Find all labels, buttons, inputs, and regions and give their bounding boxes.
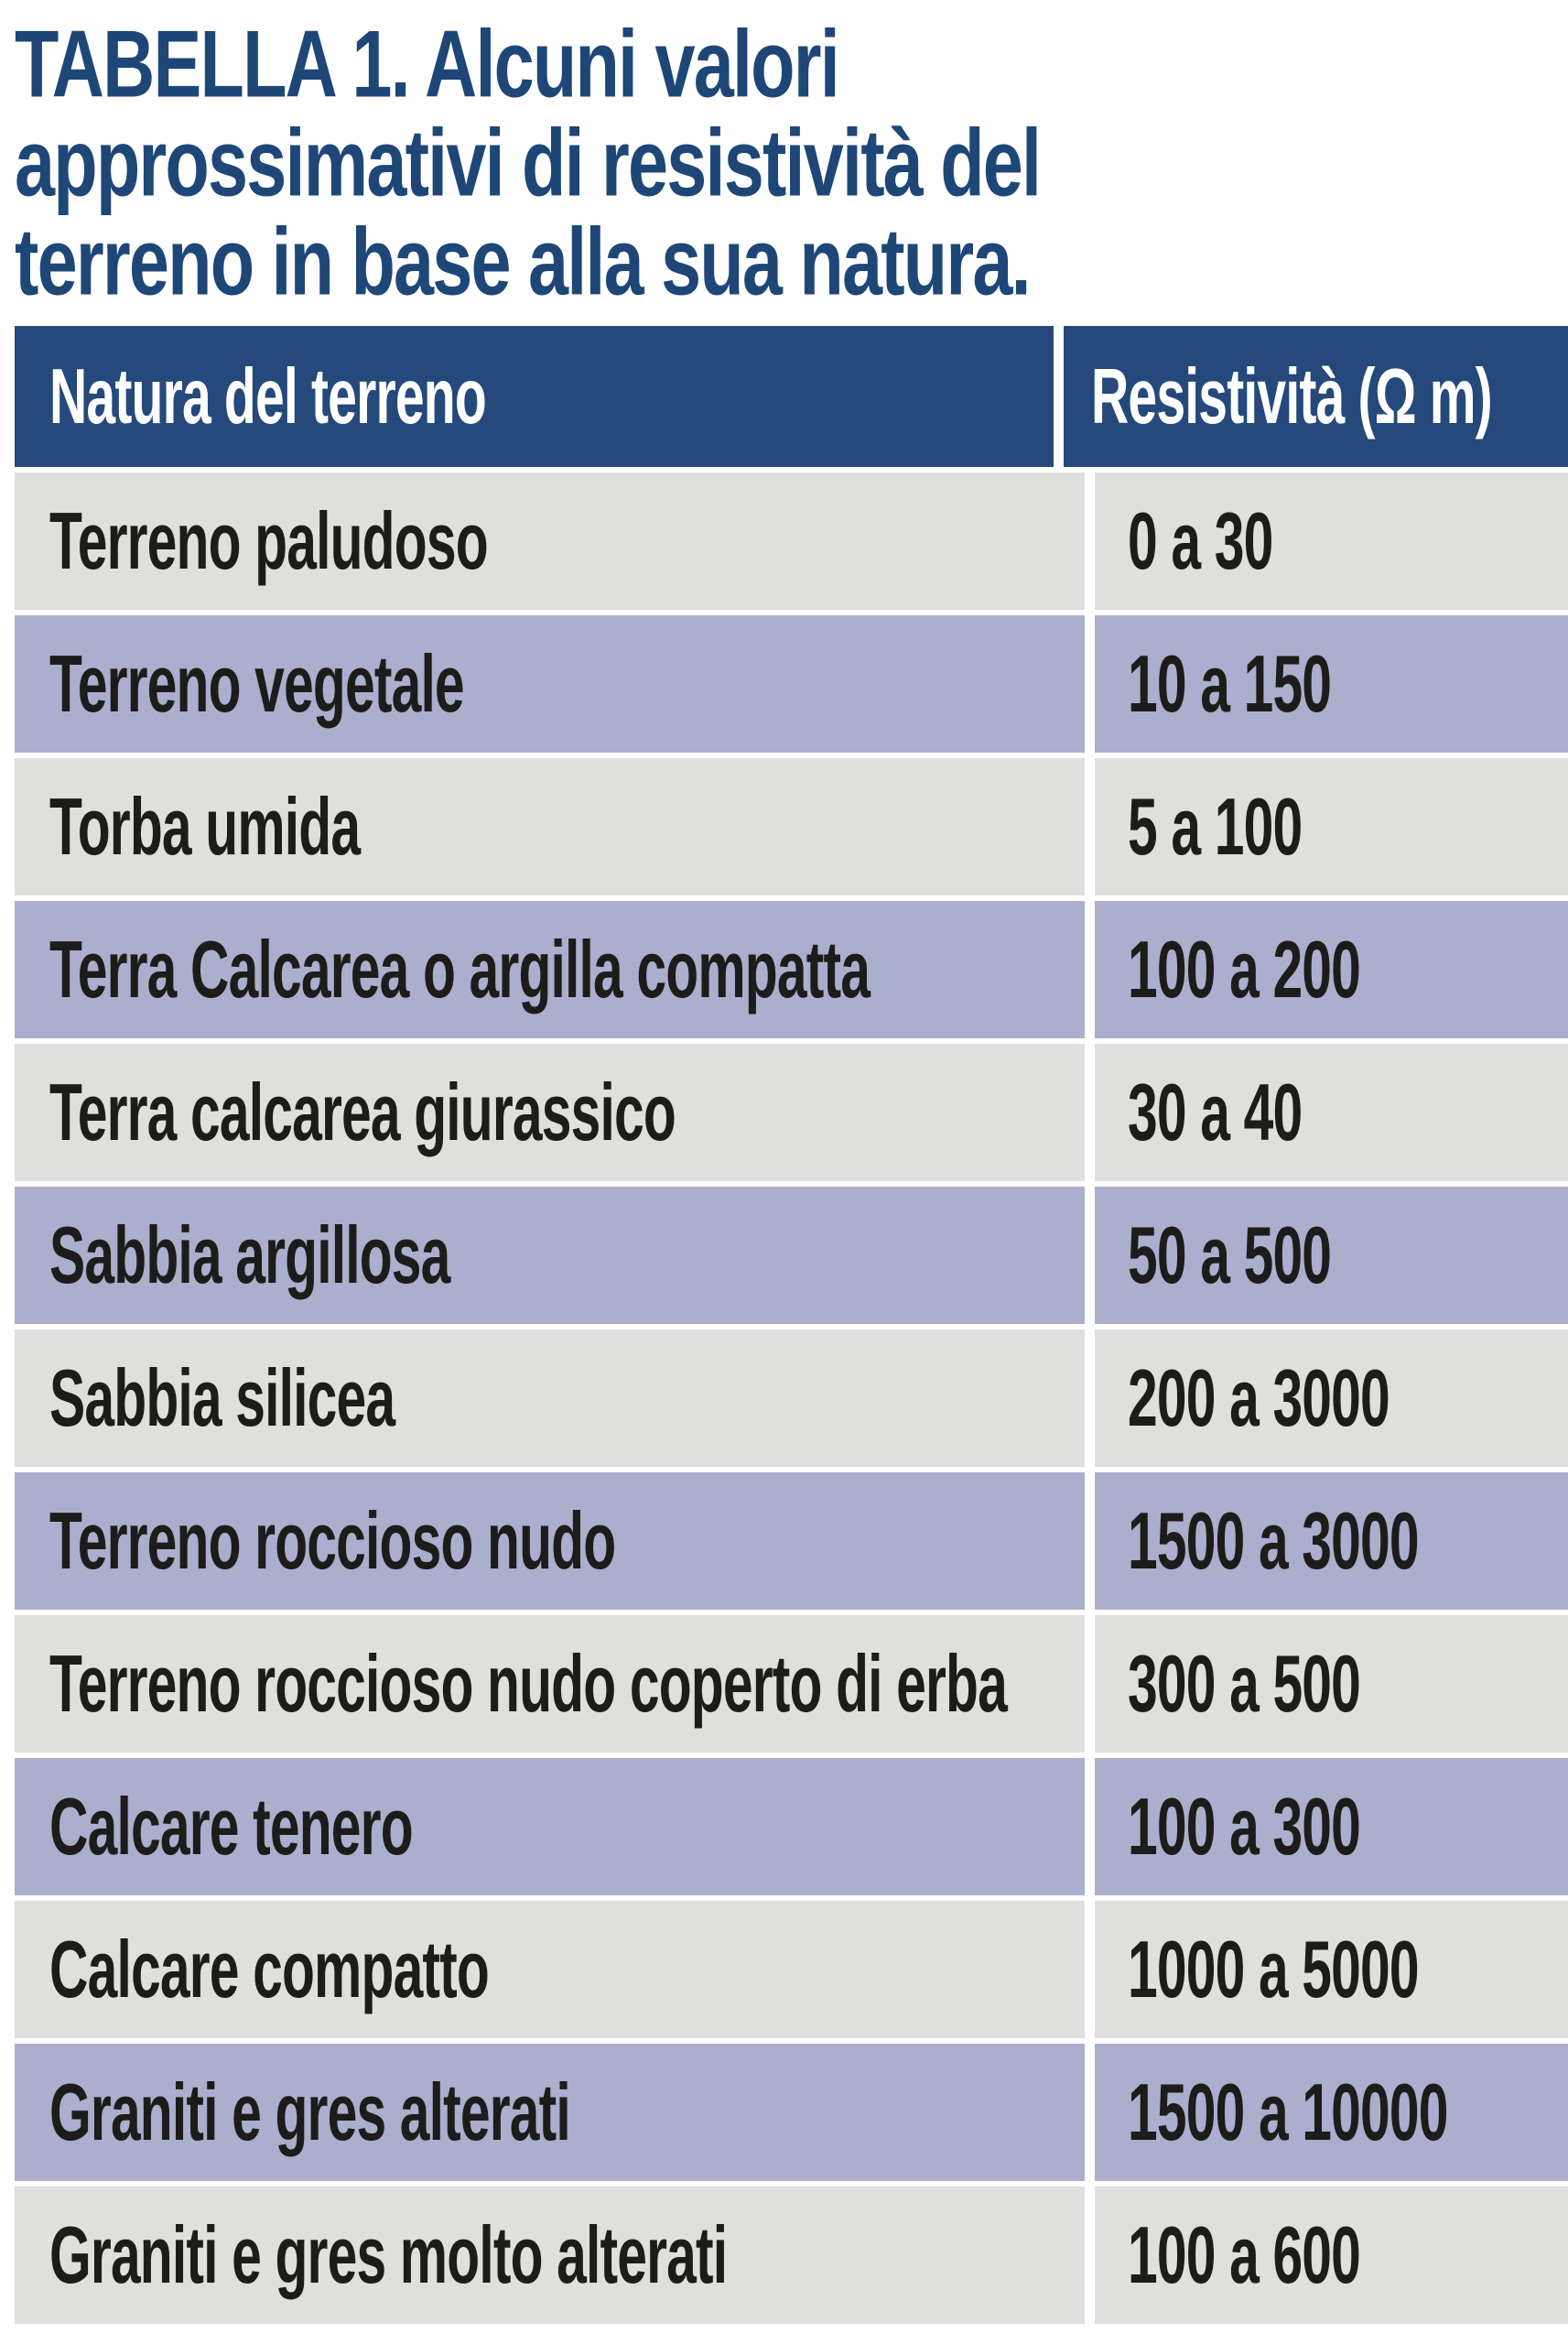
table-row: Graniti e gres alterati 1500 a 10000: [15, 2044, 1568, 2181]
terrain-cell: Graniti e gres molto alterati: [15, 2187, 1085, 2324]
terrain-cell: Calcare compatto: [15, 1901, 1085, 2038]
title-line-3: terreno in base alla sua natura.: [15, 208, 1032, 315]
resistivity-value: 100 a 200: [1128, 924, 1361, 1015]
resistivity-value: 5 a 100: [1128, 781, 1303, 873]
resistivity-value: 0 a 30: [1128, 495, 1273, 587]
table-row: Calcare tenero 100 a 300: [15, 1758, 1568, 1895]
table-row: Terreno roccioso nudo 1500 a 3000: [15, 1472, 1568, 1610]
header-label-natura: Natura del terreno: [49, 353, 487, 440]
resistivity-cell: 50 a 500: [1095, 1187, 1568, 1324]
resistivity-value: 30 a 40: [1128, 1067, 1303, 1158]
table-row: Terreno paludoso 0 a 30: [15, 472, 1568, 610]
header-cell-natura: Natura del terreno: [15, 326, 1054, 467]
table-row: Graniti e gres molto alterati 100 a 600: [15, 2187, 1568, 2324]
resistivity-cell: 1000 a 5000: [1095, 1901, 1568, 2038]
terrain-label: Sabbia argillosa: [49, 1210, 450, 1301]
table-row: Sabbia silicea 200 a 3000: [15, 1329, 1568, 1467]
terrain-cell: Terreno vegetale: [15, 615, 1085, 753]
resistivity-value: 1500 a 10000: [1128, 2067, 1448, 2158]
terrain-cell: Calcare tenero: [15, 1758, 1085, 1895]
resistivity-value: 1500 a 3000: [1128, 1495, 1420, 1587]
terrain-cell: Sabbia silicea: [15, 1329, 1085, 1467]
resistivity-value: 100 a 300: [1128, 1781, 1361, 1872]
terrain-cell: Sabbia argillosa: [15, 1187, 1085, 1324]
terrain-label: Sabbia silicea: [49, 1352, 395, 1444]
title-line-2: approssimativi di resistività del: [15, 109, 1042, 216]
table-row: Sabbia argillosa 50 a 500: [15, 1187, 1568, 1324]
table-row: Terra Calcarea o argilla compatta 100 a …: [15, 901, 1568, 1038]
terrain-label: Terreno vegetale: [49, 638, 465, 730]
table-row: Calcare compatto 1000 a 5000: [15, 1901, 1568, 2038]
resistivity-value: 300 a 500: [1128, 1638, 1361, 1730]
table-row: Torba umida 5 a 100: [15, 758, 1568, 895]
terrain-cell: Terreno paludoso: [15, 472, 1085, 610]
title-line-1: TABELLA 1. Alcuni valori: [15, 10, 840, 117]
resistivity-cell: 200 a 3000: [1095, 1329, 1568, 1467]
resistivity-cell: 10 a 150: [1095, 615, 1568, 753]
terrain-label: Terra Calcarea o argilla compatta: [49, 924, 871, 1015]
resistivity-cell: 1500 a 3000: [1095, 1472, 1568, 1610]
table-row: Terreno roccioso nudo coperto di erba 30…: [15, 1615, 1568, 1753]
resistivity-cell: 300 a 500: [1095, 1615, 1568, 1753]
resistivity-cell: 1500 a 10000: [1095, 2044, 1568, 2181]
terrain-cell: Terra calcarea giurassico: [15, 1044, 1085, 1181]
terrain-label: Graniti e gres molto alterati: [49, 2209, 728, 2301]
terrain-cell: Graniti e gres alterati: [15, 2044, 1085, 2181]
resistivity-cell: 5 a 100: [1095, 758, 1568, 895]
terrain-label: Torba umida: [49, 781, 361, 873]
terrain-cell: Terra Calcarea o argilla compatta: [15, 901, 1085, 1038]
header-label-resistivita: Resistività (Ω m): [1090, 353, 1493, 440]
resistivity-cell: 100 a 600: [1095, 2187, 1568, 2324]
table-row: Terreno vegetale 10 a 150: [15, 615, 1568, 753]
terrain-label: Calcare tenero: [49, 1781, 414, 1872]
terrain-label: Graniti e gres alterati: [49, 2067, 571, 2158]
resistivity-cell: 100 a 300: [1095, 1758, 1568, 1895]
resistivity-cell: 30 a 40: [1095, 1044, 1568, 1181]
terrain-label: Terreno paludoso: [49, 495, 489, 587]
table-row: Terra calcarea giurassico 30 a 40: [15, 1044, 1568, 1181]
resistivity-value: 100 a 600: [1128, 2209, 1361, 2301]
terrain-label: Terreno roccioso nudo: [49, 1495, 616, 1587]
table-title: TABELLA 1. Alcuni valori approssimativi …: [0, 0, 1568, 315]
table-body: Terreno paludoso 0 a 30 Terreno vegetale…: [15, 472, 1568, 2324]
resistivity-value: 10 a 150: [1128, 638, 1332, 730]
terrain-cell: Terreno roccioso nudo coperto di erba: [15, 1615, 1085, 1753]
resistivity-table: Natura del terreno Resistività (Ω m) Ter…: [15, 326, 1568, 2324]
resistivity-cell: 100 a 200: [1095, 901, 1568, 1038]
resistivity-value: 50 a 500: [1128, 1210, 1332, 1301]
resistivity-value: 1000 a 5000: [1128, 1924, 1420, 2015]
terrain-cell: Terreno roccioso nudo: [15, 1472, 1085, 1610]
header-cell-resistivita: Resistività (Ω m): [1063, 326, 1568, 467]
terrain-label: Terra calcarea giurassico: [49, 1067, 676, 1158]
terrain-cell: Torba umida: [15, 758, 1085, 895]
terrain-label: Calcare compatto: [49, 1924, 490, 2015]
table-header-row: Natura del terreno Resistività (Ω m): [15, 326, 1568, 467]
terrain-label: Terreno roccioso nudo coperto di erba: [49, 1638, 1008, 1730]
resistivity-value: 200 a 3000: [1128, 1352, 1390, 1444]
resistivity-cell: 0 a 30: [1095, 472, 1568, 610]
